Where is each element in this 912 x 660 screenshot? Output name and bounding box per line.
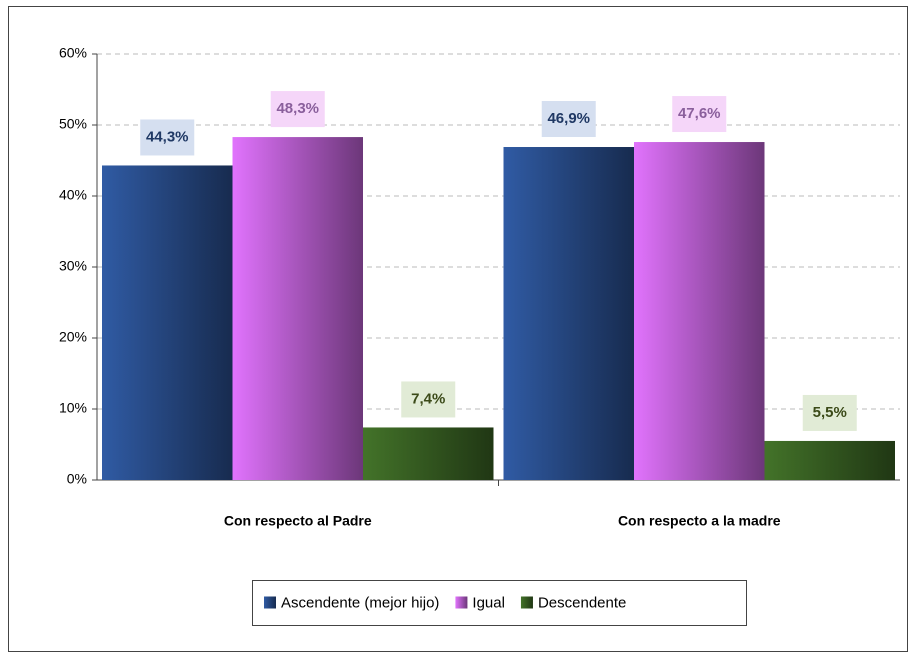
legend-swatch <box>264 596 276 609</box>
value-label-bg <box>140 119 195 156</box>
bar <box>363 427 494 480</box>
bar <box>634 142 765 481</box>
y-tick-label: 0% <box>67 471 87 487</box>
legend <box>252 580 747 626</box>
y-tick-label: 40% <box>59 187 87 203</box>
value-label: 7,4% <box>411 390 445 407</box>
y-tick-label: 60% <box>59 45 87 61</box>
legend-label: Descendente <box>538 594 626 611</box>
legend-label: Igual <box>472 594 505 611</box>
bar <box>102 165 233 480</box>
value-label: 5,5% <box>813 404 847 421</box>
legend-swatch <box>455 596 468 609</box>
y-tick-label: 30% <box>59 258 87 274</box>
value-label: 46,9% <box>547 110 590 127</box>
value-label: 47,6% <box>678 105 721 122</box>
y-tick-label: 10% <box>59 400 87 416</box>
x-tick-label: Con respecto al Padre <box>224 513 372 529</box>
value-label-bg <box>802 394 857 431</box>
legend-label: Ascendente (mejor hijo) <box>281 594 439 611</box>
y-tick-label: 20% <box>59 329 87 345</box>
bar <box>503 147 634 480</box>
value-label-bg <box>401 381 456 418</box>
legend-swatch <box>520 596 533 609</box>
bar <box>764 440 895 480</box>
value-label: 44,3% <box>146 128 189 145</box>
value-label-bg <box>270 91 325 128</box>
y-tick-label: 50% <box>59 116 87 132</box>
bar <box>232 137 363 480</box>
value-label-bg <box>672 96 727 133</box>
x-tick-label: Con respecto a la madre <box>618 513 781 529</box>
value-label-bg <box>541 101 596 138</box>
value-label: 48,3% <box>276 100 319 117</box>
